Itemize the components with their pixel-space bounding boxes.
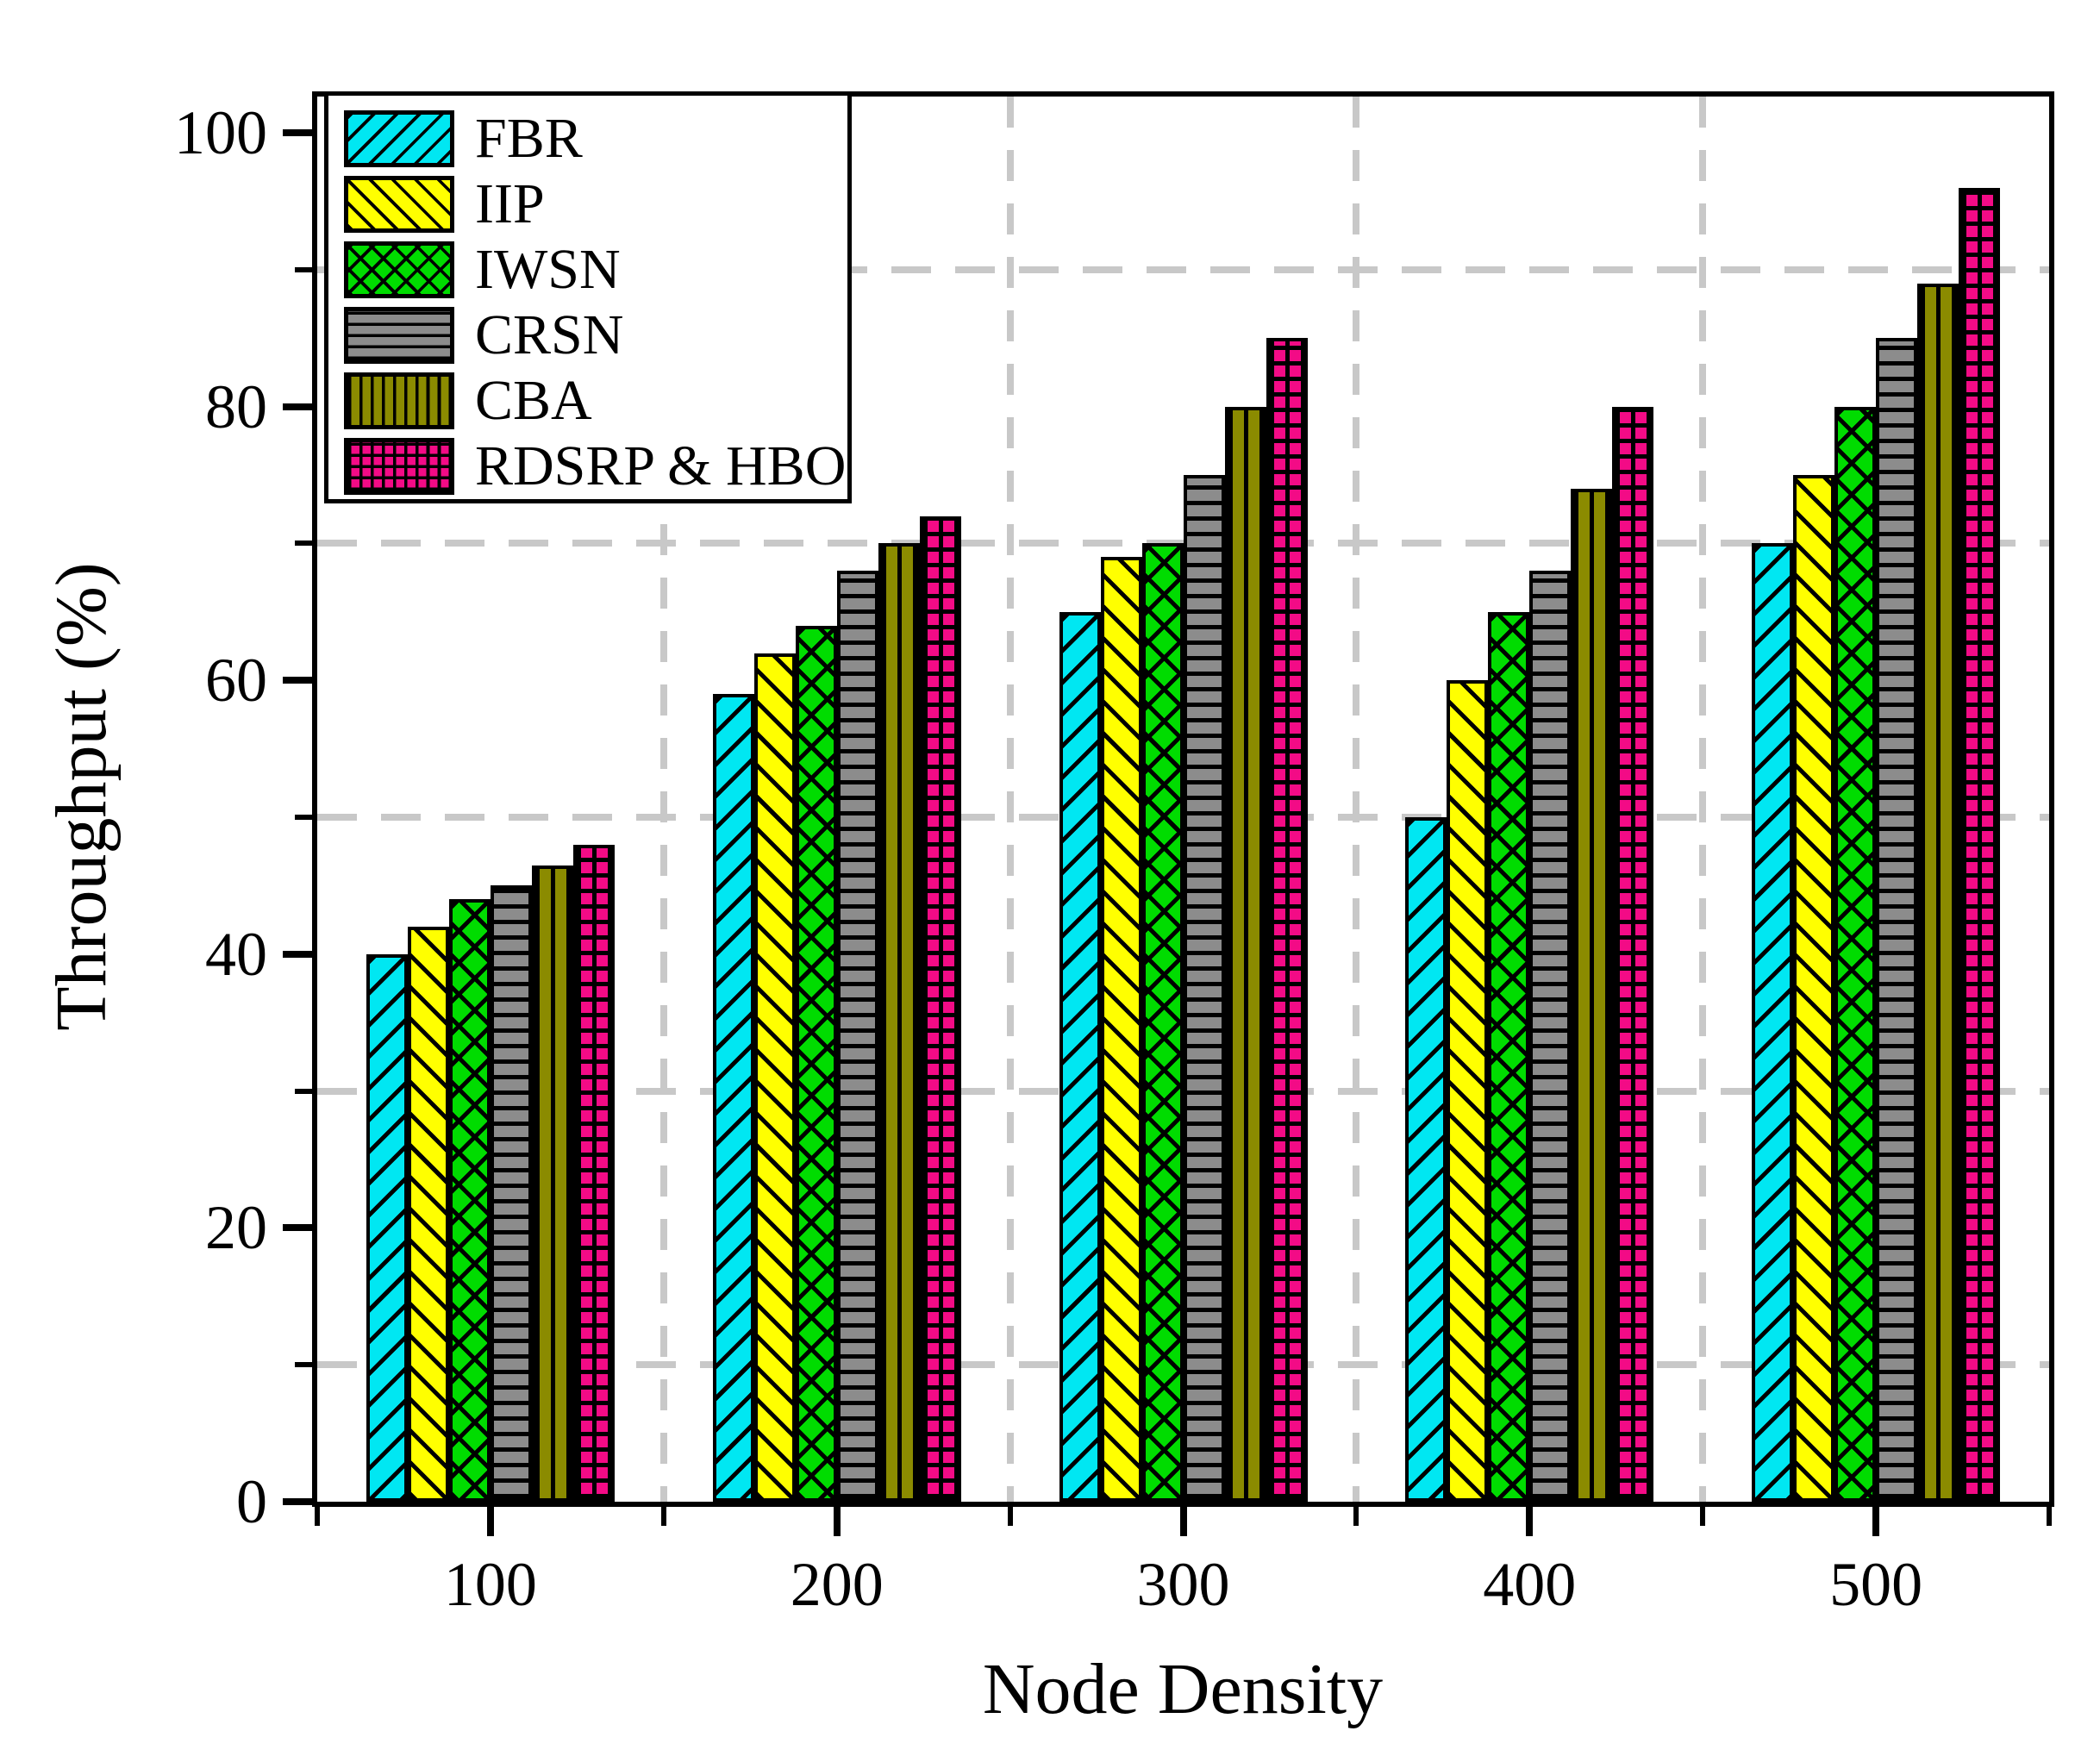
legend-item-iwsn: IWSN <box>344 237 847 303</box>
y-tick-label-20: 20 <box>205 1193 267 1263</box>
bar-rdsrp-hbo-500 <box>1959 187 2001 1502</box>
legend-item-fbr: FBR <box>344 106 847 172</box>
legend-item-crsn: CRSN <box>344 303 847 368</box>
x-tick-label-400: 400 <box>1483 1550 1577 1619</box>
bar-cba-300 <box>1224 406 1266 1502</box>
bar-iip-500 <box>1793 475 1835 1502</box>
legend: FBR IIP IWSN CRSN CBA RDSRP & HBO <box>324 91 852 503</box>
bar-fbr-400 <box>1405 817 1447 1502</box>
bar-rdsrp-hbo-200 <box>919 516 961 1502</box>
legend-label-fbr: FBR <box>475 107 583 170</box>
y-major-tick-40 <box>283 950 312 958</box>
bar-iip-100 <box>407 927 449 1502</box>
v-gridline-150 <box>659 97 667 1502</box>
bar-crsn-500 <box>1876 338 1918 1502</box>
bar-cba-100 <box>531 865 573 1502</box>
legend-item-iip: IIP <box>344 172 847 237</box>
y-tick-label-40: 40 <box>205 919 267 989</box>
bar-iip-400 <box>1447 680 1489 1502</box>
y-tick-label-100: 100 <box>174 98 267 168</box>
bar-rdsrp-hbo-400 <box>1612 406 1654 1502</box>
x-minor-tick-50 <box>315 1507 320 1526</box>
bar-crsn-100 <box>490 885 532 1502</box>
x-axis-title: Node Density <box>982 1649 1384 1729</box>
bar-rdsrp-hbo-100 <box>572 844 615 1502</box>
x-minor-tick-250 <box>1007 1507 1013 1526</box>
bar-cba-400 <box>1571 488 1613 1502</box>
legend-label-iwsn: IWSN <box>475 238 621 301</box>
y-tick-label-0: 0 <box>236 1467 267 1536</box>
y-minor-tick-30 <box>295 1088 312 1094</box>
x-minor-tick-450 <box>1700 1507 1706 1526</box>
y-major-tick-0 <box>283 1498 312 1505</box>
x-minor-tick-350 <box>1353 1507 1359 1526</box>
bar-iwsn-200 <box>795 625 837 1502</box>
bar-fbr-100 <box>366 953 408 1502</box>
legend-swatch-iip <box>344 176 454 233</box>
y-minor-tick-90 <box>295 266 312 272</box>
x-tick-label-500: 500 <box>1829 1550 1923 1619</box>
x-tick-label-100: 100 <box>443 1550 537 1619</box>
bar-iwsn-300 <box>1141 543 1184 1502</box>
h-gridline-90 <box>317 266 2049 273</box>
x-tick-label-200: 200 <box>790 1550 884 1619</box>
y-tick-label-60: 60 <box>205 646 267 716</box>
bar-iwsn-100 <box>448 899 491 1502</box>
bar-cba-200 <box>878 543 920 1502</box>
bar-crsn-400 <box>1529 571 1572 1502</box>
bar-crsn-300 <box>1183 475 1225 1502</box>
legend-item-rdsrp-hbo: RDSRP & HBO <box>344 434 847 499</box>
legend-swatch-rdsrp-hbo <box>344 438 454 495</box>
bar-fbr-300 <box>1059 611 1101 1502</box>
v-gridline-250 <box>1006 97 1014 1502</box>
x-minor-tick-550 <box>2047 1507 2052 1526</box>
bar-fbr-500 <box>1752 543 1794 1502</box>
legend-item-cba: CBA <box>344 368 847 434</box>
x-minor-tick-150 <box>660 1507 666 1526</box>
legend-swatch-iwsn <box>344 241 454 298</box>
legend-label-cba: CBA <box>475 369 592 432</box>
y-major-tick-60 <box>283 677 312 684</box>
legend-label-crsn: CRSN <box>475 303 624 366</box>
legend-swatch-fbr <box>344 110 454 167</box>
y-minor-tick-10 <box>295 1362 312 1368</box>
bar-iip-300 <box>1100 557 1142 1502</box>
x-major-tick-400 <box>1526 1507 1534 1536</box>
bar-iip-200 <box>753 653 796 1502</box>
bar-fbr-200 <box>712 694 754 1502</box>
legend-label-rdsrp-hbo: RDSRP & HBO <box>475 434 847 497</box>
bar-crsn-200 <box>836 571 878 1502</box>
legend-label-iip: IIP <box>475 172 545 235</box>
x-major-tick-200 <box>833 1507 841 1536</box>
y-minor-tick-70 <box>295 541 312 547</box>
bar-iwsn-500 <box>1834 406 1877 1502</box>
bar-rdsrp-hbo-300 <box>1266 338 1308 1502</box>
y-axis-title: Throughput (%) <box>41 562 122 1031</box>
y-major-tick-100 <box>283 129 312 137</box>
v-gridline-450 <box>1699 97 1707 1502</box>
legend-swatch-cba <box>344 372 454 429</box>
v-gridline-350 <box>1353 97 1360 1502</box>
plot-area: FBR IIP IWSN CRSN CBA RDSRP & HBO <box>312 91 2054 1507</box>
x-tick-label-300: 300 <box>1136 1550 1230 1619</box>
x-major-tick-100 <box>486 1507 494 1536</box>
legend-swatch-crsn <box>344 307 454 364</box>
y-major-tick-20 <box>283 1224 312 1232</box>
x-major-tick-300 <box>1179 1507 1187 1536</box>
y-tick-label-80: 80 <box>205 372 267 441</box>
bar-iwsn-400 <box>1488 611 1530 1502</box>
bar-cba-500 <box>1917 283 1959 1502</box>
y-major-tick-80 <box>283 403 312 410</box>
x-major-tick-500 <box>1872 1507 1880 1536</box>
y-minor-tick-50 <box>295 815 312 821</box>
